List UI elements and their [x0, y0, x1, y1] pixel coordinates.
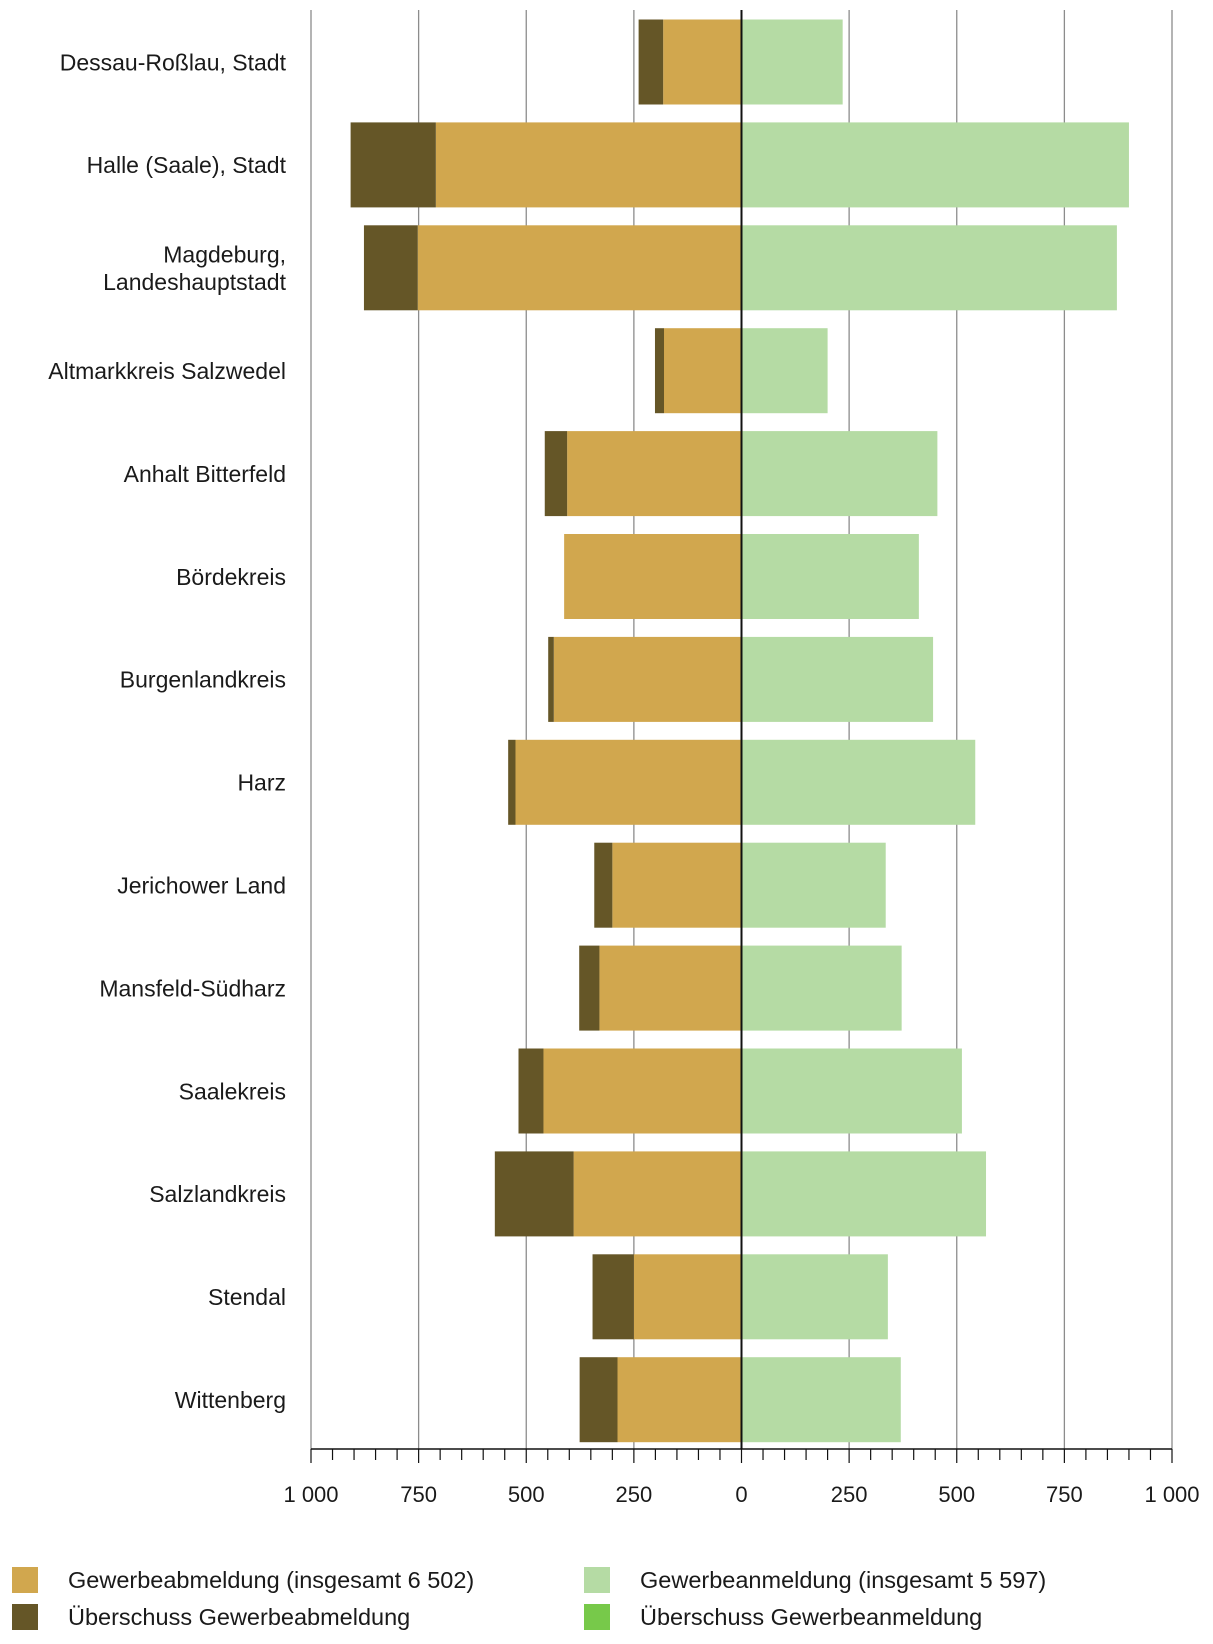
bar-ueberschuss-abmeldung	[518, 1048, 544, 1134]
x-tick-label: 1 000	[1144, 1482, 1199, 1507]
x-tick-label: 750	[400, 1482, 437, 1507]
legend-item-abmeldung: Gewerbeabmeldung (insgesamt 6 502)	[12, 1565, 474, 1595]
bar-abmeldung	[573, 1151, 742, 1237]
legend-swatch-ueberschuss-abmeldung	[12, 1604, 38, 1630]
category-label: Harz	[237, 770, 286, 796]
bar-ueberschuss-abmeldung	[363, 225, 418, 311]
legend-label-ueberschuss-anmeldung: Überschuss Gewerbeanmeldung	[640, 1603, 983, 1630]
bar-anmeldung	[741, 739, 976, 825]
category-label: Anhalt Bitterfeld	[124, 461, 286, 487]
category-label: Salzlandkreis	[149, 1181, 286, 1207]
bar-anmeldung	[741, 19, 843, 105]
category-label: Dessau-Roßlau, Stadt	[60, 49, 287, 75]
bar-anmeldung	[741, 945, 902, 1031]
legend-item-ueberschuss-abmeldung: Überschuss Gewerbeabmeldung	[12, 1602, 410, 1632]
x-tick-label: 250	[831, 1482, 868, 1507]
diverging-bar-chart: 1 000 750 500 250 0 250 500 750 1 000 Dessau-Roß…	[48, 10, 1200, 1507]
bar-ueberschuss-abmeldung	[654, 328, 665, 414]
legend-swatch-anmeldung	[584, 1567, 610, 1593]
bar-abmeldung	[567, 431, 742, 517]
bar-anmeldung	[741, 225, 1117, 311]
bar-ueberschuss-abmeldung	[494, 1151, 574, 1237]
bar-abmeldung	[515, 739, 742, 825]
bar-anmeldung	[741, 636, 934, 722]
x-tick-label: 500	[508, 1482, 545, 1507]
category-label: Magdeburg, Landeshauptstadt	[103, 241, 286, 295]
bar-anmeldung	[741, 328, 828, 414]
bar-ueberschuss-abmeldung	[548, 636, 554, 722]
x-tick-label: 750	[1046, 1482, 1083, 1507]
bar-anmeldung	[741, 1151, 987, 1237]
bar-abmeldung	[617, 1357, 742, 1443]
bars	[350, 19, 1129, 1443]
bar-ueberschuss-abmeldung	[638, 19, 664, 105]
bar-abmeldung	[564, 534, 742, 619]
legend-item-ueberschuss-anmeldung: Überschuss Gewerbeanmeldung	[584, 1602, 982, 1632]
category-label: Burgenlandkreis	[120, 667, 286, 693]
category-label: Halle (Saale), Stadt	[87, 152, 287, 178]
legend-label-abmeldung: Gewerbeabmeldung (insgesamt 6 502)	[68, 1566, 475, 1593]
category-label: Altmarkkreis Salzwedel	[48, 358, 286, 384]
bar-ueberschuss-abmeldung	[544, 431, 568, 517]
bar-anmeldung	[741, 1048, 962, 1134]
bar-abmeldung	[612, 842, 742, 928]
bar-abmeldung	[553, 636, 742, 722]
bar-anmeldung	[741, 534, 919, 619]
x-axis: 1 000 750 500 250 0 250 500 750 1 000	[283, 10, 1200, 1507]
x-tick-label: 250	[616, 1482, 653, 1507]
bar-anmeldung	[741, 122, 1129, 208]
legend-item-anmeldung: Gewerbeanmeldung (insgesamt 5 597)	[584, 1565, 1046, 1595]
bar-abmeldung	[599, 945, 742, 1031]
bar-ueberschuss-abmeldung	[594, 842, 613, 928]
legend-label-anmeldung: Gewerbeanmeldung (insgesamt 5 597)	[640, 1566, 1047, 1593]
bar-abmeldung	[664, 328, 742, 414]
x-tick-label: 0	[735, 1482, 747, 1507]
bar-anmeldung	[741, 1254, 888, 1340]
category-label: Stendal	[208, 1284, 286, 1310]
bar-anmeldung	[741, 431, 938, 517]
legend: Gewerbeabmeldung (insgesamt 6 502) Übers…	[0, 1565, 1213, 1644]
legend-swatch-ueberschuss-anmeldung	[584, 1604, 610, 1630]
bar-anmeldung	[741, 1357, 901, 1443]
category-label: Jerichower Land	[117, 872, 286, 898]
bar-ueberschuss-abmeldung	[350, 122, 436, 208]
bar-abmeldung	[417, 225, 742, 311]
bar-abmeldung	[633, 1254, 742, 1340]
bar-abmeldung	[543, 1048, 742, 1134]
bar-ueberschuss-abmeldung	[508, 739, 516, 825]
legend-label-ueberschuss-abmeldung: Überschuss Gewerbeabmeldung	[68, 1603, 411, 1630]
bar-ueberschuss-abmeldung	[579, 945, 600, 1031]
bar-ueberschuss-abmeldung	[579, 1357, 618, 1443]
category-labels: Dessau-Roßlau, Stadt Halle (Saale), Stadt…	[48, 49, 286, 1413]
x-tick-label: 500	[938, 1482, 975, 1507]
bar-abmeldung	[435, 122, 742, 208]
bar-anmeldung	[741, 842, 886, 928]
bar-ueberschuss-abmeldung	[592, 1254, 634, 1340]
category-label: Saalekreis	[179, 1078, 286, 1104]
category-label: Wittenberg	[175, 1387, 286, 1413]
legend-swatch-abmeldung	[12, 1567, 38, 1593]
x-tick-label: 1 000	[283, 1482, 338, 1507]
category-label: Mansfeld-Südharz	[99, 975, 286, 1001]
category-label: Bördekreis	[176, 564, 286, 590]
bar-abmeldung	[663, 19, 742, 105]
